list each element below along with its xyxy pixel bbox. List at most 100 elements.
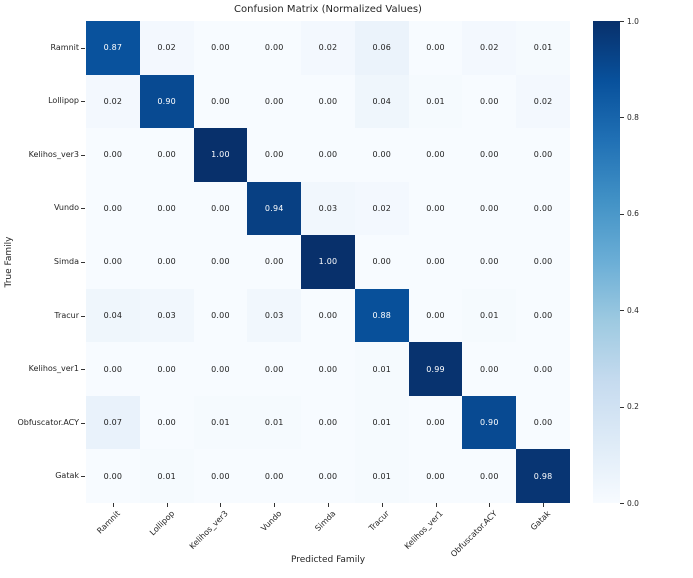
colorbar-tick-label: 0.8 [627, 112, 639, 122]
y-tick-mark [81, 154, 85, 156]
heatmap-cell: 0.00 [516, 235, 570, 289]
heatmap-cell: 0.00 [301, 74, 355, 129]
heatmap-cell: 0.88 [354, 288, 409, 343]
heatmap-cell: 0.00 [301, 342, 355, 396]
x-tick-mark [381, 503, 383, 507]
x-tick-mark [274, 503, 276, 507]
heatmap-cell: 0.01 [139, 449, 194, 503]
heatmap-cell: 0.02 [354, 181, 409, 236]
heatmap-cell: 0.00 [408, 288, 463, 343]
colorbar-tick-mark [620, 503, 624, 504]
heatmap-cell: 0.87 [86, 21, 140, 75]
heatmap-cell: 0.00 [247, 21, 302, 75]
heatmap-cell: 0.00 [247, 449, 302, 503]
heatmap-cell: 0.00 [139, 128, 194, 182]
heatmap-cell: 0.01 [354, 342, 409, 396]
heatmap-cell: 0.00 [408, 395, 463, 450]
heatmap-cell: 0.00 [462, 128, 517, 182]
heatmap-cell: 0.00 [354, 128, 409, 182]
colorbar-tick-label: 1.0 [627, 16, 639, 26]
heatmap-cell: 0.00 [516, 342, 570, 396]
heatmap-cell: 0.00 [516, 288, 570, 343]
heatmap-cell: 0.00 [516, 395, 570, 450]
x-tick-label: Lollipop [147, 509, 177, 538]
x-tick-mark [435, 503, 437, 507]
colorbar-gradient [593, 21, 620, 503]
heatmap-cell: 0.03 [247, 288, 302, 343]
heatmap-cell: 1.00 [193, 128, 248, 182]
heatmap-cell: 0.00 [193, 235, 248, 289]
heatmap-cell: 0.00 [193, 74, 248, 129]
heatmap-cell: 0.02 [462, 21, 517, 75]
heatmap-cell: 0.00 [193, 288, 248, 343]
x-tick-label: Kelihos_ver1 [402, 509, 445, 551]
heatmap-cell: 0.00 [139, 181, 194, 236]
x-tick-label: Tracur [367, 509, 392, 533]
y-tick-mark [81, 101, 85, 103]
y-tick-label: Obfuscator.ACY [17, 417, 79, 427]
confusion-matrix-heatmap: 0.87 0.02 0.00 0.00 0.02 0.06 0.00 0.02 0.01 0.02… [86, 21, 570, 503]
x-tick-label: Ramnit [95, 509, 123, 536]
x-tick-label: Simda [313, 509, 338, 534]
y-tick-label: Kelihos_ver1 [28, 364, 79, 374]
heatmap-cell: 0.00 [86, 342, 140, 396]
heatmap-cell: 0.01 [462, 288, 517, 343]
heatmap-cell: 0.00 [86, 235, 140, 289]
heatmap-cell: 1.00 [301, 235, 355, 289]
heatmap-cell: 0.00 [247, 128, 302, 182]
heatmap-cell: 0.00 [408, 21, 463, 75]
heatmap-cell: 0.02 [139, 21, 194, 75]
heatmap-cell: 0.00 [193, 181, 248, 236]
heatmap-cell: 0.01 [247, 395, 302, 450]
colorbar-tick-mark [620, 213, 624, 215]
x-tick-label: Vundo [259, 509, 284, 534]
heatmap-cell: 0.04 [354, 74, 409, 129]
heatmap-cell: 0.00 [462, 342, 517, 396]
y-tick-mark [81, 208, 85, 210]
heatmap-cell: 0.06 [354, 21, 409, 75]
heatmap-cell: 0.00 [516, 181, 570, 236]
x-tick-label: Kelihos_ver3 [187, 509, 230, 551]
heatmap-cell: 0.02 [86, 74, 140, 129]
heatmap-cell: 0.00 [247, 74, 302, 129]
heatmap-cell: 0.03 [139, 288, 194, 343]
colorbar-tick-label: 0.6 [627, 209, 639, 219]
heatmap-cell: 0.00 [139, 342, 194, 396]
heatmap-cell: 0.00 [408, 181, 463, 236]
heatmap-cell: 0.00 [247, 235, 302, 289]
chart-title: Confusion Matrix (Normalized Values) [234, 4, 422, 15]
heatmap-cell: 0.00 [516, 128, 570, 182]
y-tick-label: Vundo [53, 203, 79, 213]
y-tick-mark [81, 315, 85, 317]
heatmap-cell: 0.00 [139, 235, 194, 289]
y-tick-label: Kelihos_ver3 [28, 149, 79, 159]
heatmap-cell: 0.00 [247, 342, 302, 396]
heatmap-cell: 0.02 [516, 74, 570, 129]
heatmap-cell: 0.00 [462, 74, 517, 129]
heatmap-cell: 0.00 [86, 449, 140, 503]
heatmap-cell: 0.00 [408, 449, 463, 503]
heatmap-cell: 0.01 [354, 449, 409, 503]
x-axis-label: Predicted Family [290, 555, 366, 565]
heatmap-cell: 0.00 [86, 128, 140, 182]
colorbar-tick-mark [620, 406, 624, 408]
heatmap-cell: 0.00 [193, 449, 248, 503]
colorbar-tick-mark [620, 310, 624, 312]
heatmap-cell: 0.00 [193, 342, 248, 396]
heatmap-cell: 0.01 [354, 395, 409, 450]
heatmap-cell: 0.07 [86, 395, 140, 450]
y-tick-mark [81, 369, 85, 371]
x-tick-mark [112, 503, 114, 507]
heatmap-cell: 0.00 [462, 181, 517, 236]
x-tick-mark [489, 503, 491, 507]
heatmap-cell: 0.00 [354, 235, 409, 289]
heatmap-cell: 0.01 [408, 74, 463, 129]
heatmap-cell: 0.00 [301, 128, 355, 182]
heatmap-cell: 0.94 [247, 181, 302, 236]
heatmap-cell: 0.00 [408, 128, 463, 182]
y-tick-label: Lollipop [48, 96, 79, 106]
heatmap-cell: 0.00 [301, 288, 355, 343]
heatmap-cell: 0.98 [516, 449, 570, 503]
y-tick-mark [81, 476, 85, 478]
